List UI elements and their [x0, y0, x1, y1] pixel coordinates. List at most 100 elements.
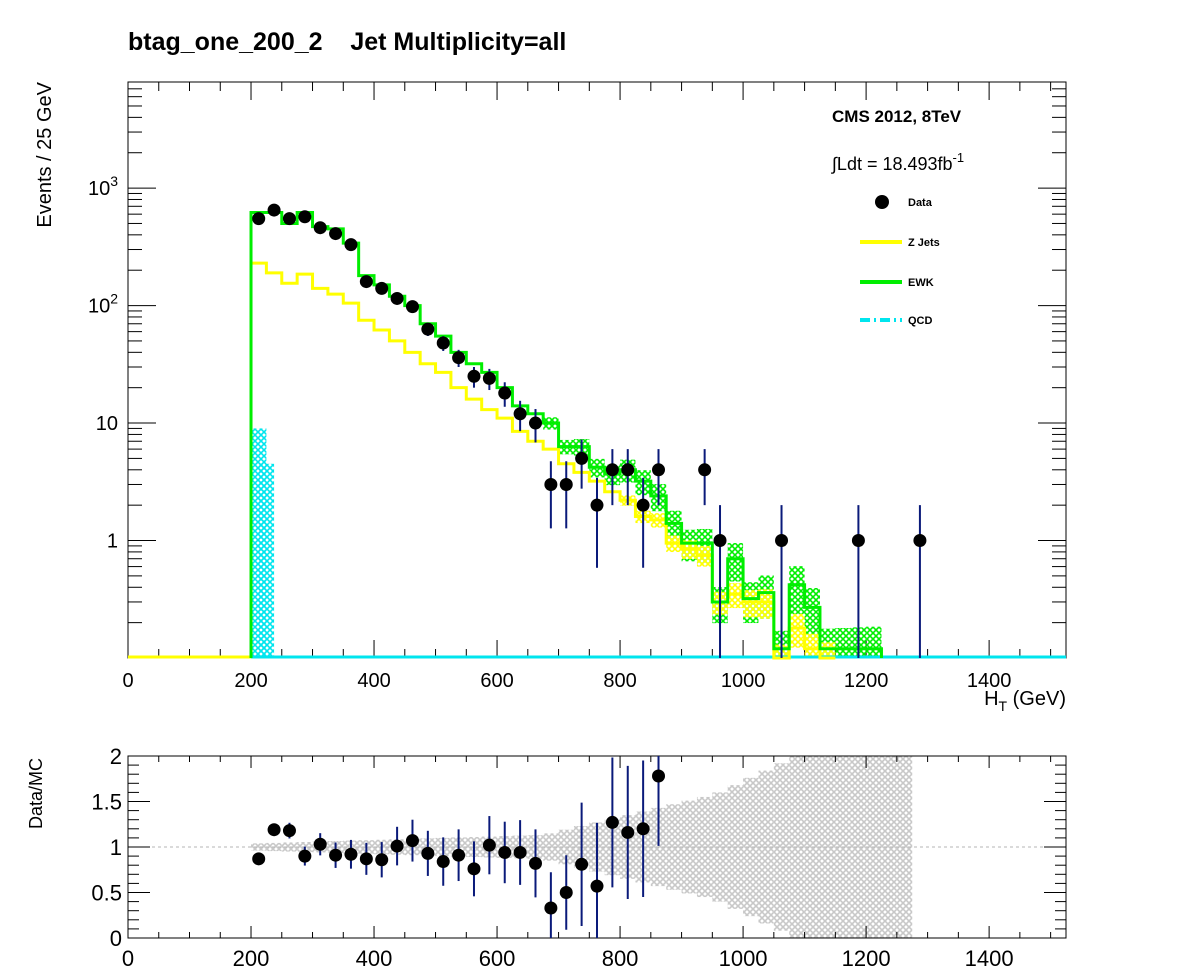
- data-point: [528, 416, 542, 430]
- ratio-point: [344, 847, 358, 861]
- y-axis-label: Events / 25 GeV: [34, 81, 56, 227]
- data-point: [851, 534, 865, 548]
- zjets-uncertainty-band: [804, 633, 820, 658]
- data-point: [298, 210, 312, 224]
- legend-marker-data: [875, 195, 889, 209]
- ratio-point: [390, 839, 404, 853]
- ratio-point: [498, 845, 512, 859]
- ratio-point: [575, 857, 589, 871]
- data-point: [652, 463, 666, 477]
- ratio-point: [559, 886, 573, 899]
- data-point: [713, 534, 727, 548]
- qcd-band: [258, 463, 275, 658]
- zjets-uncertainty-band: [727, 583, 744, 609]
- data-point: [590, 498, 604, 512]
- ratio-uncertainty-band: [819, 756, 836, 938]
- data-point: [775, 534, 789, 548]
- ratio-point: [513, 845, 527, 859]
- ewk-uncertainty-band: [666, 510, 682, 541]
- data-point: [698, 463, 712, 477]
- ratio-point: [452, 848, 466, 862]
- ratio-y-tick-label: 1: [110, 835, 122, 860]
- ratio-point: [298, 849, 312, 863]
- plot-title: btag_one_200_2 Jet Multiplicity=all: [128, 28, 567, 56]
- ewk-uncertainty-band: [789, 566, 805, 615]
- data-point: [313, 221, 327, 235]
- ratio-point: [621, 825, 635, 839]
- ratio-point: [544, 901, 558, 915]
- ratio-point: [375, 853, 389, 867]
- data-point: [344, 238, 358, 252]
- zjets-uncertainty-band: [789, 613, 805, 648]
- ratio-uncertainty-band: [281, 842, 298, 852]
- ratio-uncertainty-band: [881, 756, 897, 938]
- data-point: [252, 212, 266, 226]
- data-point: [329, 227, 343, 241]
- x-tick-label: 1200: [844, 670, 889, 692]
- zjets-uncertainty-band: [758, 589, 774, 619]
- ewk-uncertainty-band: [804, 588, 820, 639]
- x-tick-label: 200: [234, 670, 267, 692]
- ratio-point: [405, 834, 419, 848]
- ratio-x-tick-label: 400: [356, 946, 393, 971]
- ratio-point: [252, 852, 266, 866]
- data-point: [636, 498, 650, 512]
- ratio-uncertainty-band: [251, 843, 267, 851]
- ratio-x-tick-label: 1400: [965, 946, 1014, 971]
- ratio-y-tick-label: 0.5: [91, 881, 122, 906]
- ratio-point: [605, 815, 619, 829]
- ratio-uncertainty-band: [850, 756, 867, 938]
- ratio-y-axis-label: Data/MC: [26, 758, 46, 829]
- data-point: [467, 369, 481, 383]
- data-point: [559, 477, 573, 491]
- ratio-point: [329, 848, 343, 862]
- ratio-uncertainty-band: [681, 800, 697, 894]
- x-tick-label: 800: [603, 670, 636, 692]
- ratio-y-tick-label: 2: [110, 744, 122, 769]
- data-point: [282, 212, 296, 226]
- ratio-point: [436, 855, 450, 869]
- ratio-point: [267, 823, 281, 837]
- ewk-uncertainty-band: [727, 543, 744, 582]
- y-tick-label: 1: [107, 531, 118, 553]
- ratio-point: [313, 837, 327, 851]
- y-tick-label: 103: [88, 173, 118, 200]
- ratio-uncertainty-band: [773, 763, 790, 931]
- ratio-x-tick-label: 200: [233, 946, 270, 971]
- data-point: [452, 351, 466, 365]
- ratio-y-tick-label: 0: [110, 926, 122, 951]
- x-tick-label: 1000: [721, 670, 766, 692]
- ratio-point: [467, 862, 481, 876]
- data-point: [913, 534, 927, 548]
- data-point: [544, 477, 558, 491]
- ratio-y-tick-label: 1.5: [91, 790, 122, 815]
- data-point: [436, 336, 450, 350]
- legend-label: Data: [908, 197, 933, 209]
- ratio-uncertainty-band: [712, 792, 728, 902]
- ewk-uncertainty-band: [835, 628, 851, 658]
- ratio-point: [652, 769, 666, 783]
- ratio-uncertainty-band: [743, 777, 759, 917]
- legend-label: QCD: [908, 315, 933, 327]
- zjets-uncertainty-band: [743, 590, 759, 618]
- ratio-x-tick-label: 0: [122, 946, 134, 971]
- data-point: [605, 463, 619, 477]
- data-point: [621, 463, 635, 477]
- ratio-point: [359, 852, 373, 866]
- data-point: [390, 291, 404, 305]
- luminosity-label: ∫Ldt = 18.493fb-1: [830, 150, 964, 174]
- ratio-x-tick-label: 600: [479, 946, 516, 971]
- ratio-point: [590, 879, 604, 893]
- ratio-point: [482, 838, 496, 852]
- x-tick-label: 600: [480, 670, 513, 692]
- x-tick-label: 0: [122, 670, 133, 692]
- ratio-x-tick-label: 1000: [719, 946, 768, 971]
- data-point: [267, 203, 281, 217]
- legend-label: Z Jets: [908, 237, 940, 249]
- ratio-x-tick-label: 800: [602, 946, 639, 971]
- ratio-point: [282, 824, 296, 838]
- ewk-histogram: [249, 210, 883, 658]
- y-tick-label: 10: [96, 413, 118, 435]
